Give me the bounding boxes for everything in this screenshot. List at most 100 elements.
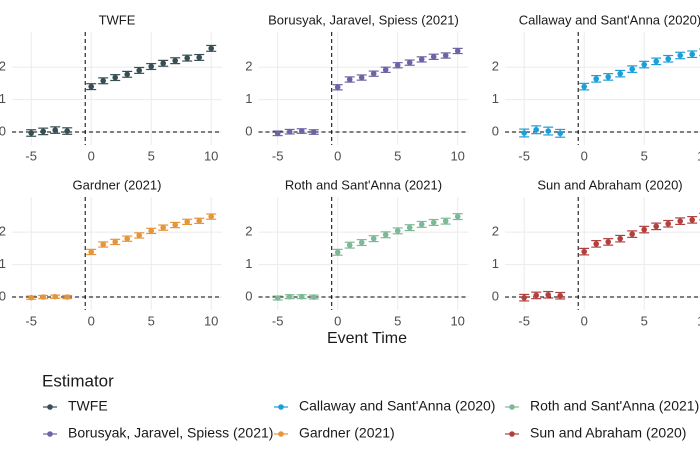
point (677, 218, 683, 224)
point (442, 218, 449, 224)
point (617, 70, 623, 77)
point (641, 226, 647, 233)
point (406, 59, 413, 66)
x-tick-label: 10 (697, 313, 700, 328)
y-tick-label: 1 (492, 256, 499, 271)
y-tick-label: 1 (0, 91, 6, 106)
x-tick-label: 0 (581, 313, 588, 328)
point (665, 220, 671, 227)
x-tick-label: 5 (148, 313, 155, 328)
point (196, 218, 202, 224)
y-tick-label: 1 (245, 91, 252, 106)
point (184, 55, 190, 61)
point (112, 239, 118, 245)
point (653, 58, 659, 65)
point (64, 294, 70, 300)
point (394, 62, 401, 69)
point (454, 48, 461, 54)
point (112, 74, 118, 81)
x-tick-label: 5 (148, 148, 155, 163)
point (430, 219, 437, 226)
point (274, 295, 281, 301)
point (88, 83, 94, 90)
y-tick-label: 2 (0, 59, 6, 74)
point (557, 130, 563, 137)
point (196, 54, 202, 61)
panel-title: Roth and Sant'Anna (2021) (285, 177, 442, 192)
point (454, 213, 461, 220)
panel-title: Gardner (2021) (73, 177, 162, 192)
point (346, 242, 353, 248)
panel-title: Borusyak, Jaravel, Spiess (2021) (268, 12, 459, 27)
x-tick-label: 5 (641, 313, 648, 328)
x-tick-label: 0 (581, 148, 588, 163)
y-tick-label: 0 (245, 288, 252, 303)
point (689, 51, 695, 58)
x-tick-label: -5 (518, 313, 530, 328)
legend-title: Estimator (42, 371, 114, 390)
y-tick-label: 0 (245, 123, 252, 138)
point (557, 292, 563, 299)
point (382, 231, 389, 238)
panel-title: Callaway and Sant'Anna (2020) (519, 12, 700, 27)
y-tick-label: 2 (0, 224, 6, 239)
point (208, 45, 214, 52)
point (593, 241, 599, 247)
point (358, 74, 365, 81)
point (370, 70, 377, 77)
x-tick-label: 10 (204, 148, 218, 163)
x-tick-label: -5 (518, 148, 530, 163)
x-tick-label: 10 (450, 313, 464, 328)
point (274, 130, 281, 137)
y-tick-label: 0 (0, 123, 6, 138)
point (88, 249, 94, 255)
point (160, 224, 166, 231)
point (28, 294, 34, 301)
point (533, 292, 539, 299)
point (581, 248, 587, 255)
legend-label: TWFE (68, 398, 108, 414)
point (629, 66, 635, 72)
y-tick-label: 2 (492, 224, 499, 239)
point (629, 231, 635, 237)
point (358, 239, 365, 246)
point (346, 76, 353, 83)
point (64, 128, 70, 134)
legend-label: Callaway and Sant'Anna (2020) (299, 398, 495, 414)
point (334, 84, 341, 91)
legend-key (278, 404, 284, 410)
y-tick-label: 1 (0, 256, 6, 271)
y-tick-label: 2 (245, 224, 252, 239)
point (641, 61, 647, 68)
x-tick-label: -5 (25, 148, 37, 163)
y-tick-label: 1 (245, 256, 252, 271)
point (418, 221, 425, 228)
point (334, 249, 341, 256)
point (677, 52, 683, 59)
point (617, 235, 623, 242)
point (52, 127, 58, 133)
legend-key (47, 404, 53, 410)
point (605, 74, 611, 80)
panel-title: Sun and Abraham (2020) (537, 177, 682, 192)
point (310, 294, 317, 300)
point (52, 293, 58, 300)
x-tick-label: 10 (697, 148, 700, 163)
point (28, 130, 34, 136)
point (394, 228, 401, 234)
point (40, 294, 46, 300)
x-tick-label: 5 (394, 148, 401, 163)
point (100, 241, 106, 248)
x-axis-title: Event Time (327, 330, 407, 347)
panel-title: TWFE (99, 12, 136, 27)
x-tick-label: 10 (450, 148, 464, 163)
x-tick-label: -5 (25, 313, 37, 328)
point (184, 219, 190, 225)
point (298, 293, 305, 300)
point (286, 128, 293, 135)
point (442, 52, 449, 59)
point (406, 224, 413, 231)
x-tick-label: 0 (88, 313, 95, 328)
